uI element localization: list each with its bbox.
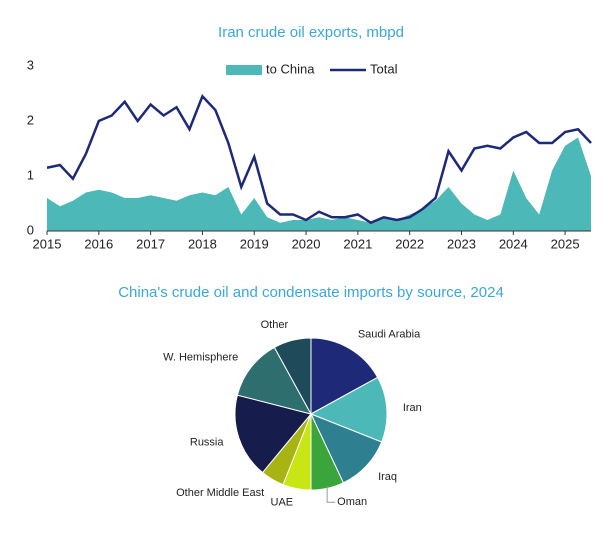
leader-line (326, 486, 336, 503)
slice-label: Saudi Arabia (358, 329, 421, 341)
y-tick-label: 3 (27, 57, 34, 72)
slice-label: Iran (403, 402, 422, 414)
y-tick-label: 2 (27, 112, 34, 127)
y-tick-label: 1 (27, 167, 34, 182)
line (46, 93, 592, 225)
legend-label: to China (266, 61, 315, 76)
pie-slice (310, 337, 379, 415)
pie-slice (236, 346, 312, 415)
pie-slice (273, 337, 312, 415)
slice-label: W. Hemisphere (163, 352, 238, 364)
slice-label: Iraq (378, 471, 397, 483)
chart-title: China's crude oil and condensate imports… (118, 284, 504, 301)
slice-label: UAE (271, 497, 294, 509)
slice-label: Other Middle East (176, 487, 264, 499)
x-tick-label: 2015 (33, 236, 62, 251)
slice-label: Oman (337, 496, 367, 508)
x-tick-label: 2021 (343, 236, 372, 251)
legend-label: Total (370, 61, 398, 76)
area (47, 137, 591, 231)
pie-slice (234, 394, 312, 474)
x-tick-label: 2025 (551, 236, 580, 251)
x-tick-label: 2016 (84, 236, 113, 251)
legend-swatch (226, 65, 262, 75)
slice-label: Russia (190, 436, 225, 448)
x-tick-label: 2019 (240, 236, 269, 251)
x-tick-label: 2017 (136, 236, 165, 251)
x-tick-label: 2020 (292, 236, 321, 251)
slice-label: Other (261, 319, 289, 331)
pie-slice (309, 376, 388, 443)
x-tick-label: 2022 (395, 236, 424, 251)
x-tick-label: 2023 (447, 236, 476, 251)
y-tick-label: 0 (27, 222, 34, 237)
x-tick-label: 2018 (188, 236, 217, 251)
x-tick-label: 2024 (499, 236, 528, 251)
chart-title: Iran crude oil exports, mbpd (218, 24, 404, 41)
